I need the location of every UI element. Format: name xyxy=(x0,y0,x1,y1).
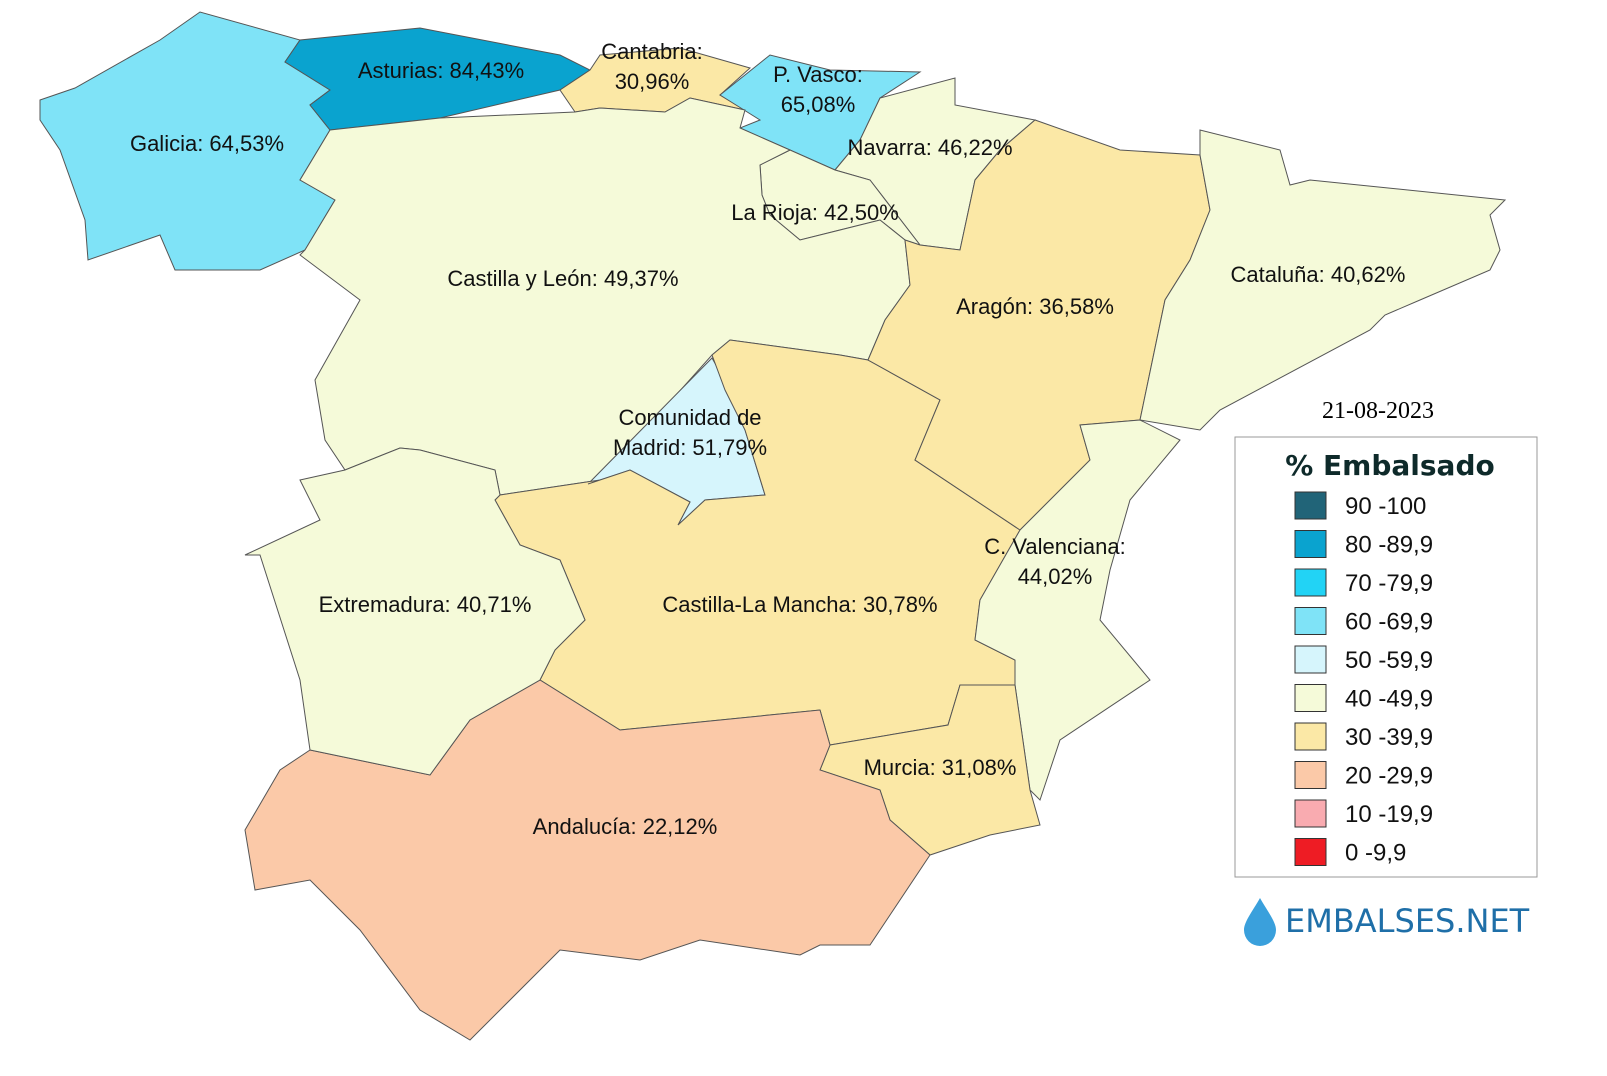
legend-label: 60 -69,9 xyxy=(1345,609,1433,636)
region-label: Aragón: 36,58% xyxy=(956,294,1114,319)
region-label: Castilla y León: 49,37% xyxy=(447,266,678,291)
region-label: 44,02% xyxy=(1018,564,1093,589)
region-label: Comunidad de xyxy=(618,405,761,430)
legend-swatch xyxy=(1294,761,1327,789)
legend-swatch xyxy=(1294,645,1327,674)
legend-label: 50 -59,9 xyxy=(1345,647,1433,674)
legend-label: 20 -29,9 xyxy=(1345,763,1433,790)
legend-label: 70 -79,9 xyxy=(1345,570,1433,597)
region-label: Castilla-La Mancha: 30,78% xyxy=(662,592,937,617)
legend-label: 30 -39,9 xyxy=(1345,724,1433,751)
legend-swatch xyxy=(1294,491,1327,520)
region-label: Navarra: 46,22% xyxy=(847,135,1012,160)
legend-label: 40 -49,9 xyxy=(1345,686,1433,713)
legend: 90 -100 80 -89,9 70 -79,9 60 -69,9 50 -59,9 4… xyxy=(1294,491,1433,867)
legend-label: 10 -19,9 xyxy=(1345,801,1433,828)
logo-icon xyxy=(1244,898,1276,946)
region-label: P. Vasco: xyxy=(773,62,863,87)
region-label: Asturias: 84,43% xyxy=(358,58,524,83)
region-label: Andalucía: 22,12% xyxy=(533,814,718,839)
logo: EMBALSES.NET xyxy=(1285,902,1530,940)
legend-title: % Embalsado xyxy=(1285,449,1494,482)
legend-swatch xyxy=(1294,684,1327,712)
legend-swatch xyxy=(1294,722,1327,751)
region-label: La Rioja: 42,50% xyxy=(731,200,899,225)
legend-label: 0 -9,9 xyxy=(1345,840,1406,867)
region-label: C. Valenciana: xyxy=(984,534,1125,559)
legend-box xyxy=(1234,436,1538,878)
region-label: Galicia: 64,53% xyxy=(130,131,284,156)
region xyxy=(1139,129,1507,431)
regions xyxy=(39,11,1507,1041)
legend-label: 90 -100 xyxy=(1345,493,1426,520)
region-label: Extremadura: 40,71% xyxy=(319,592,532,617)
legend-swatch xyxy=(1294,838,1327,866)
legend-label: 80 -89,9 xyxy=(1345,532,1433,559)
legend-swatch xyxy=(1294,799,1327,828)
region xyxy=(974,419,1181,801)
date: 21-08-2023 xyxy=(1322,398,1434,424)
region-labels: Galicia: 64,53% Asturias: 84,43% Cantabria… xyxy=(130,39,1406,839)
legend-swatch xyxy=(1294,568,1327,597)
region xyxy=(244,447,586,776)
region-label: 30,96% xyxy=(615,69,690,94)
region-label: 65,08% xyxy=(781,92,856,117)
region-label: Cataluña: 40,62% xyxy=(1231,262,1406,287)
legend-swatch xyxy=(1294,607,1327,635)
region-label: Cantabria: xyxy=(601,39,703,64)
region-label: Murcia: 31,08% xyxy=(864,755,1017,780)
region-label: Madrid: 51,79% xyxy=(613,435,767,460)
legend-swatch xyxy=(1294,530,1327,558)
